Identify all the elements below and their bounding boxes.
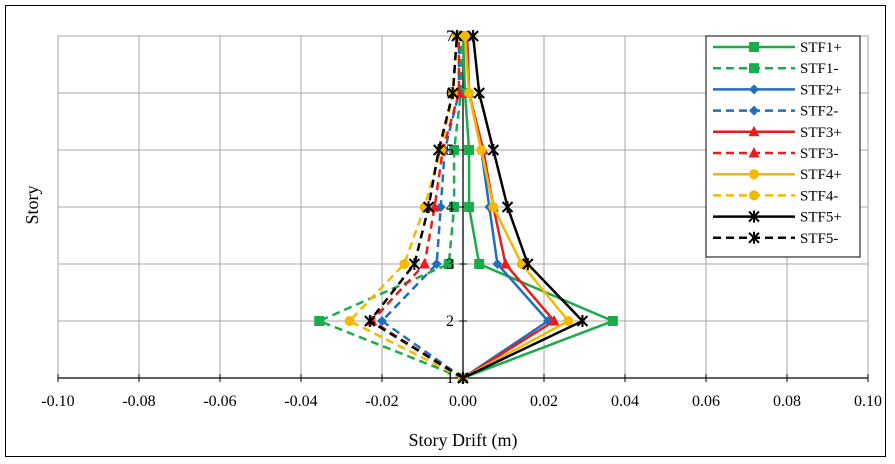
- data-point: [432, 144, 445, 156]
- legend-label: STF3-: [800, 146, 838, 162]
- legend-marker: [749, 63, 759, 74]
- data-point: [449, 202, 460, 212]
- legend-item: STF5-: [713, 231, 838, 247]
- data-point: [464, 202, 475, 212]
- legend-item: STF1-: [713, 61, 838, 77]
- data-point: [399, 259, 410, 269]
- data-point: [457, 372, 469, 384]
- x-tick-labels: -0.10 -0.08 -0.06 -0.04 -0.02 0.00 0.02 0.04 0.0…: [41, 393, 882, 410]
- legend-label: STF1+: [800, 40, 842, 56]
- y-tick-label: 2: [446, 313, 454, 330]
- x-tick-label: -0.08: [122, 393, 155, 410]
- legend-marker: [749, 42, 759, 52]
- y-tick-label: 6: [446, 85, 454, 102]
- x-tick-label: -0.10: [41, 393, 74, 410]
- legend-item: STF4+: [713, 167, 842, 183]
- data-point: [408, 258, 421, 270]
- data-point: [464, 145, 475, 155]
- legend-item: STF1+: [713, 40, 842, 56]
- data-point: [492, 259, 503, 269]
- data-point: [488, 202, 499, 212]
- legend-label: STF2+: [800, 82, 842, 98]
- y-tick-label: 3: [446, 256, 454, 273]
- x-tick-label: 0.02: [530, 393, 558, 410]
- data-point: [500, 258, 512, 269]
- x-tick-label: 0.00: [449, 393, 477, 410]
- series-group: [314, 30, 618, 384]
- data-point: [473, 87, 485, 99]
- legend-label: STF5-: [800, 231, 838, 247]
- series-STF5-: [364, 30, 469, 384]
- legend-item: STF4-: [713, 188, 838, 204]
- data-point: [443, 259, 454, 269]
- data-point: [607, 316, 618, 326]
- legend-marker: [749, 190, 759, 201]
- x-tick-label: -0.06: [203, 393, 236, 410]
- y-axis-title: Story: [22, 185, 42, 224]
- data-point: [464, 88, 475, 98]
- data-point: [460, 31, 471, 41]
- series-STF5+: [457, 30, 589, 384]
- x-tick-label: -0.02: [365, 393, 398, 410]
- x-tick-label: 0.08: [773, 393, 801, 410]
- legend-label: STF1-: [800, 61, 838, 77]
- data-point: [422, 201, 435, 213]
- legend: STF1+ STF1- STF2+ STF2- STF3+ STF3- STF4+ STF4-…: [705, 35, 861, 258]
- y-tick-label: 5: [446, 142, 454, 159]
- data-point: [467, 30, 479, 42]
- legend-marker: [748, 125, 760, 137]
- legend-label: STF5+: [800, 210, 842, 226]
- data-point: [377, 316, 387, 326]
- legend-label: STF4-: [800, 188, 838, 204]
- data-point: [449, 145, 460, 155]
- x-axis-title: Story Drift (m): [409, 430, 518, 451]
- data-point: [548, 315, 560, 326]
- data-point: [431, 259, 442, 269]
- data-point: [522, 258, 534, 270]
- x-tick-label: 0.04: [611, 393, 639, 410]
- legend-item: STF2-: [713, 104, 838, 120]
- legend-marker: [748, 231, 760, 244]
- data-point: [501, 201, 514, 213]
- data-point: [451, 30, 463, 42]
- x-tick-label: 0.10: [854, 393, 882, 410]
- legend-label: STF3+: [800, 125, 842, 141]
- legend-marker: [749, 84, 759, 95]
- legend-marker: [748, 210, 760, 223]
- data-point: [314, 316, 325, 326]
- x-tick-label: -0.04: [284, 393, 317, 410]
- data-point: [429, 201, 441, 212]
- y-tick-label: 1: [446, 370, 454, 387]
- data-point: [344, 316, 355, 326]
- data-point: [364, 315, 376, 327]
- data-point: [474, 259, 485, 269]
- data-point: [576, 315, 589, 327]
- y-tick-labels: 1 2 3 4 5 6 7: [446, 28, 454, 387]
- y-tick-label: 4: [446, 199, 454, 216]
- legend-marker: [749, 169, 759, 180]
- legend-marker: [749, 105, 759, 116]
- data-point: [447, 87, 459, 99]
- data-point: [419, 258, 431, 269]
- legend-label: STF4+: [800, 167, 842, 183]
- data-point: [476, 145, 487, 155]
- legend-label: STF2-: [800, 104, 838, 120]
- legend-item: STF3-: [713, 146, 838, 162]
- data-point: [487, 144, 500, 156]
- data-point: [563, 316, 574, 326]
- legend-marker: [748, 147, 760, 158]
- x-tick-label: 0.06: [692, 393, 720, 410]
- legend-item: STF2+: [713, 82, 842, 98]
- legend-box: [705, 35, 861, 258]
- legend-item: STF5+: [713, 210, 842, 226]
- legend-item: STF3+: [713, 125, 842, 141]
- y-tick-label: 7: [446, 28, 454, 45]
